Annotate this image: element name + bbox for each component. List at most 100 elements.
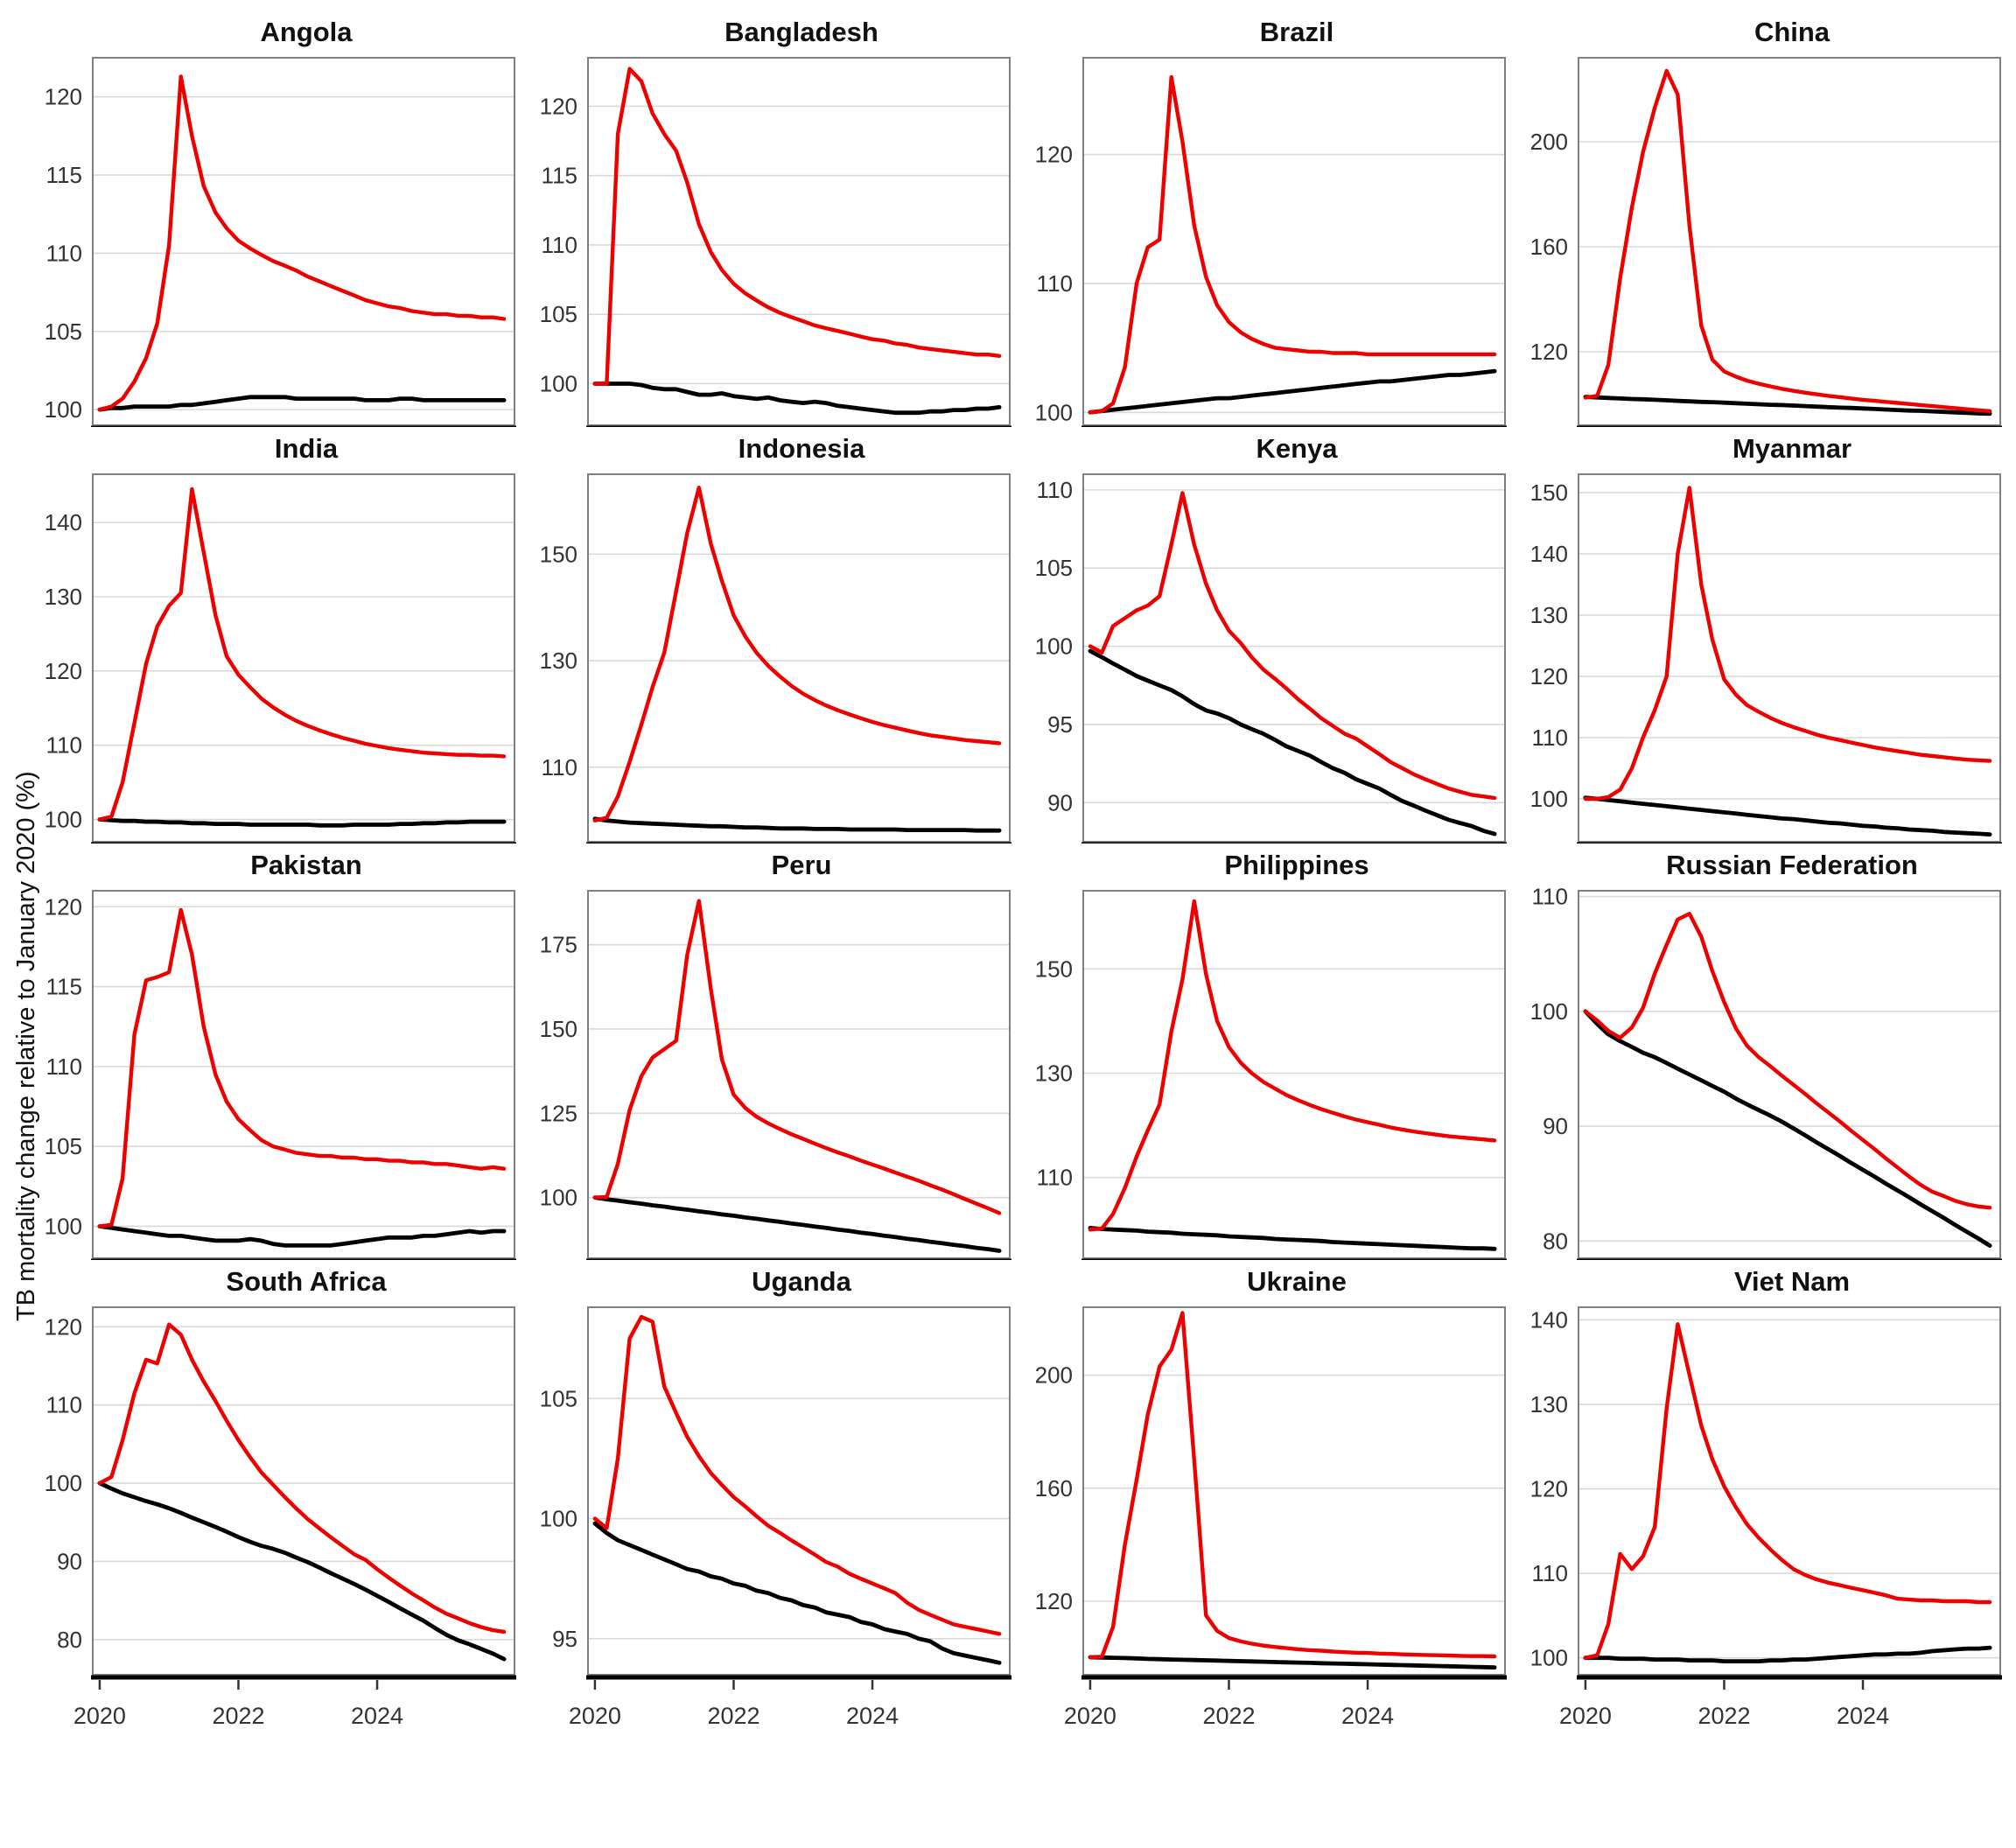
y-tick-label: 105: [540, 301, 578, 327]
panel-title: Russian Federation: [1666, 850, 1918, 880]
panel-title: China: [1754, 17, 1830, 47]
y-tick-label: 90: [1543, 1113, 1568, 1139]
x-tick-label: 2022: [1698, 1703, 1750, 1729]
y-tick-label: 125: [540, 1100, 578, 1126]
panel-kenya: Kenya 90 95 100 105 110: [1022, 429, 1517, 845]
panel-title: Angola: [260, 17, 353, 47]
y-tick-label: 110: [46, 1392, 82, 1418]
disruption-line: [592, 486, 1002, 822]
panel-russian-federation: Russian Federation 80 90 100 110: [1517, 845, 2012, 1262]
x-tick-label: 2020: [1064, 1703, 1116, 1729]
chart-myanmar: 100 110 120 130 140 150: [1530, 473, 2002, 844]
y-tick-label: 105: [45, 1133, 82, 1159]
y-tick-label: 100: [45, 807, 82, 833]
panel-china: China 120 160 200: [1517, 12, 2012, 429]
y-tick-label: 100: [540, 1506, 578, 1532]
y-tick-label: 120: [1530, 1476, 1568, 1502]
panel-border: [587, 1306, 1011, 1676]
y-tick-label: 110: [1037, 270, 1073, 297]
chart-russian-federation: 80 90 100 110: [1530, 884, 2002, 1260]
panel-south-africa: South Africa 80 90 100 110 120 2020 2022 2024: [32, 1262, 527, 1734]
disruption-line: [1088, 1311, 1497, 1660]
y-tick-label: 150: [540, 1016, 578, 1042]
y-tick-label: 120: [45, 1313, 82, 1340]
chart-south-africa: 80 90 100 110 120 2020 2022 2024: [45, 1306, 516, 1729]
disruption-line: [1088, 491, 1497, 801]
y-tick-label: 80: [57, 1627, 82, 1653]
x-tick-label: 2022: [1202, 1703, 1255, 1729]
y-tick-label: 95: [1047, 711, 1073, 738]
y-tick-label: 110: [1037, 1165, 1073, 1191]
baseline-line: [592, 382, 1002, 416]
panel-border: [1578, 473, 2001, 843]
y-tick-label: 100: [1530, 786, 1568, 812]
panel-border: [92, 890, 515, 1259]
y-tick-label: 90: [57, 1548, 82, 1574]
panel-border: [1578, 1306, 2001, 1676]
panel-border: [1578, 57, 2001, 426]
y-tick-label: 100: [45, 1213, 82, 1239]
disruption-line: [1583, 1322, 1992, 1660]
baseline-line: [97, 1224, 507, 1248]
panel-border: [1082, 890, 1506, 1259]
y-tick-label: 140: [1530, 1306, 1568, 1333]
y-tick-label: 100: [1035, 399, 1073, 425]
y-tick-label: 130: [1530, 1391, 1568, 1418]
panel-grid: Angola 100 105 110 115 120 Bangladesh 100 105 110…: [32, 12, 2012, 1734]
x-tick-label: 2020: [569, 1703, 621, 1729]
y-tick-label: 100: [45, 396, 82, 423]
y-tick-label: 120: [45, 658, 82, 684]
y-tick-label: 200: [1035, 1362, 1073, 1389]
y-tick-label: 110: [542, 754, 578, 780]
y-tick-label: 100: [45, 1470, 82, 1496]
disruption-line: [592, 899, 1002, 1215]
y-tick-label: 120: [1035, 142, 1073, 168]
y-tick-label: 90: [1047, 789, 1073, 816]
baseline-line: [97, 817, 507, 828]
baseline-line: [1583, 1009, 1992, 1249]
baseline-line: [592, 1195, 1002, 1253]
y-tick-label: 150: [540, 541, 578, 567]
x-tick-label: 2020: [74, 1703, 126, 1729]
panel-title: Kenya: [1256, 433, 1338, 464]
y-tick-label: 120: [1035, 1588, 1073, 1614]
disruption-line: [97, 486, 507, 822]
baseline-line: [592, 1521, 1002, 1665]
chart-china: 120 160 200: [1530, 57, 2002, 427]
chart-pakistan: 100 105 110 115 120: [45, 890, 516, 1260]
y-tick-label: 120: [45, 893, 82, 920]
disruption-line: [1583, 68, 1992, 413]
disruption-line: [1088, 899, 1497, 1232]
panel-title: Viet Nam: [1733, 1266, 1851, 1297]
chart-ukraine: 120 160 200 2020 2022 2024: [1035, 1306, 1507, 1729]
panel-border: [587, 473, 1011, 843]
disruption-line: [592, 66, 1002, 386]
disruption-line: [97, 907, 507, 1228]
y-tick-label: 100: [1530, 1645, 1568, 1671]
y-tick-label: 140: [45, 509, 82, 536]
panel-border: [92, 473, 515, 843]
panel-title: Philippines: [1224, 850, 1369, 880]
y-tick-label: 95: [552, 1626, 578, 1652]
y-tick-label: 130: [1530, 602, 1568, 628]
y-tick-label: 110: [1532, 1560, 1568, 1586]
panel-border: [1082, 473, 1506, 843]
y-tick-label: 120: [1530, 663, 1568, 690]
panel-border: [1578, 890, 2001, 1259]
baseline-line: [1088, 648, 1497, 836]
panel-myanmar: Myanmar 100 110 120 130 140 150: [1517, 429, 2012, 845]
y-tick-label: 175: [540, 932, 578, 958]
panel-border: [1082, 57, 1506, 426]
y-tick-label: 130: [45, 584, 82, 610]
disruption-line: [1583, 486, 1992, 802]
baseline-line: [1088, 1225, 1497, 1251]
y-tick-label: 100: [1530, 998, 1568, 1025]
y-tick-label: 200: [1530, 129, 1568, 155]
panel-border: [587, 890, 1011, 1259]
panel-title: India: [274, 433, 339, 464]
disruption-line: [1583, 912, 1992, 1210]
y-tick-label: 105: [45, 318, 82, 345]
x-tick-label: 2024: [1837, 1703, 1889, 1729]
panel-pakistan: Pakistan 100 105 110 115 120: [32, 845, 527, 1262]
y-tick-label: 110: [542, 232, 578, 258]
